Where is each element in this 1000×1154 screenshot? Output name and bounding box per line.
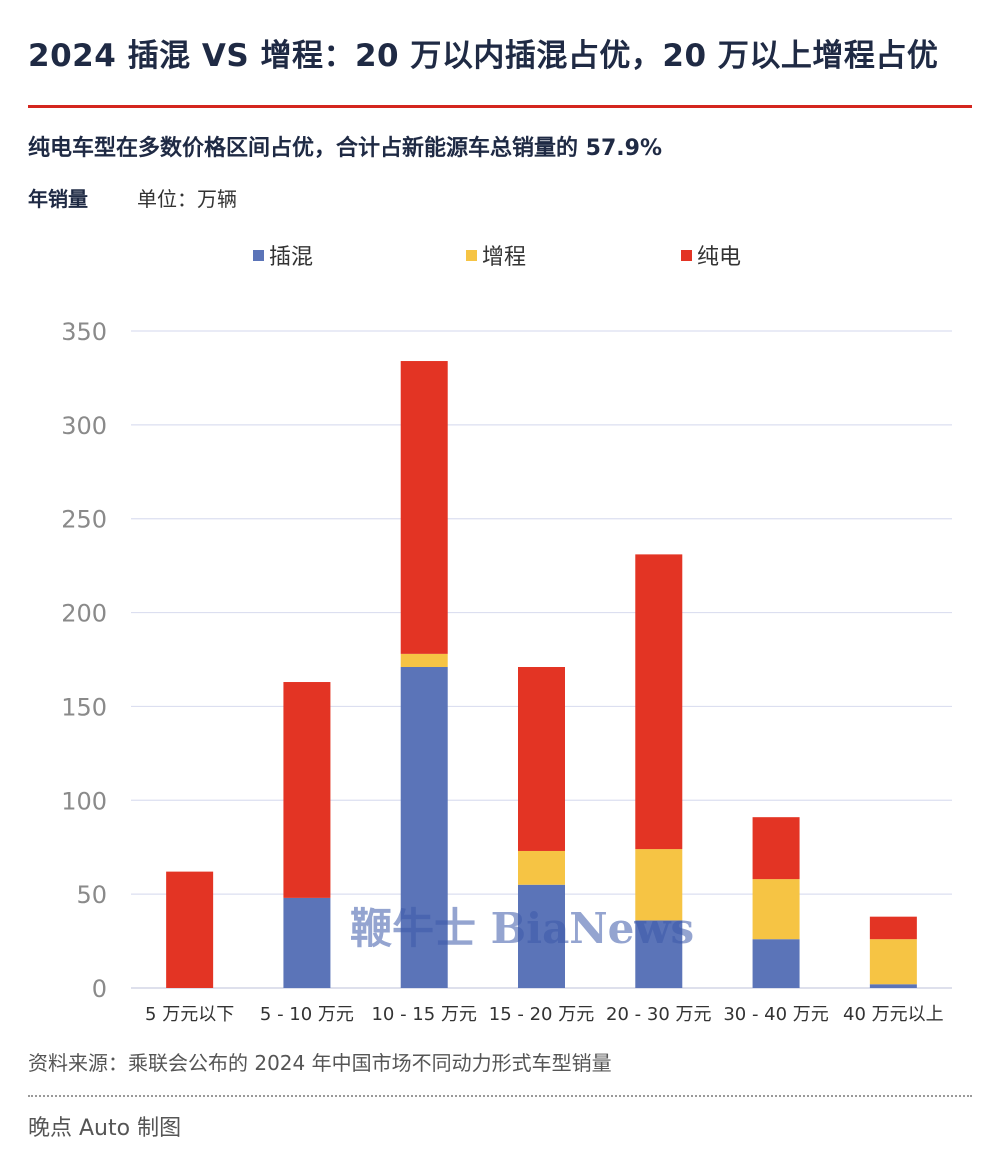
- bar-segment-phev: [635, 920, 683, 988]
- title-divider: [28, 105, 972, 108]
- x-tick-label: 30 - 40 万元: [723, 1004, 828, 1025]
- bar-segment-erev: [869, 939, 917, 985]
- y-tick-label: 200: [61, 600, 107, 628]
- x-tick-label: 5 万元以下: [145, 1004, 234, 1025]
- y-tick-label: 100: [61, 787, 107, 815]
- legend-label: 增程: [482, 245, 526, 270]
- x-tick-label: 15 - 20 万元: [489, 1004, 594, 1025]
- y-tick-label: 50: [76, 881, 107, 909]
- y-tick-label: 300: [61, 412, 107, 440]
- y-tick-label: 150: [61, 693, 107, 721]
- x-tick-label: 40 万元以上: [843, 1004, 944, 1025]
- bar-segment-bev: [166, 871, 214, 988]
- x-tick-label: 10 - 15 万元: [371, 1004, 476, 1025]
- watermark-text: 鞭牛士 BiaNews: [350, 904, 695, 953]
- bar-segment-bev: [752, 817, 800, 880]
- legend-swatch: [681, 250, 692, 261]
- y-tick-label: 0: [92, 975, 107, 1003]
- bar-segment-phev: [518, 884, 565, 988]
- bar-segment-bev: [518, 667, 565, 851]
- bar-segment-erev: [518, 850, 565, 885]
- legend-label: 插混: [269, 245, 313, 270]
- legend-label: 纯电: [697, 245, 741, 270]
- bar-segment-bev: [635, 554, 683, 850]
- bar-segment-bev: [869, 916, 917, 940]
- y-tick-label: 350: [61, 318, 107, 346]
- dotted-divider: [28, 1095, 972, 1097]
- y-tick-label: 250: [61, 506, 107, 534]
- bar-segment-phev: [752, 939, 800, 988]
- bar-segment-erev: [400, 653, 448, 668]
- source-note: 资料来源：乘联会公布的 2024 年中国市场不同动力形式车型销量: [28, 1051, 612, 1075]
- bar-segment-phev: [400, 667, 448, 988]
- chart-subtitle: 纯电车型在多数价格区间占优，合计占新能源车总销量的 57.9%: [28, 136, 662, 161]
- legend-swatch: [253, 250, 264, 261]
- bar-segment-erev: [635, 849, 683, 921]
- bar-segment-phev: [283, 897, 331, 988]
- y-axis-label: 年销量: [28, 187, 88, 211]
- bar-segment-phev: [869, 984, 917, 988]
- stacked-bar-chart: 0 50 100 150 200 250 300 350 5 万元以下 5 - 10 万元 10 -…: [61, 245, 952, 1025]
- x-tick-label: 20 - 30 万元: [606, 1004, 711, 1025]
- legend-swatch: [466, 250, 477, 261]
- bar-segment-bev: [400, 361, 448, 654]
- credit-note: 晚点 Auto 制图: [28, 1116, 182, 1141]
- bar-segment-erev: [752, 879, 800, 940]
- chart-title: 2024 插混 VS 增程：20 万以内插混占优，20 万以上增程占优: [28, 38, 939, 74]
- x-tick-label: 5 - 10 万元: [260, 1004, 354, 1025]
- unit-label: 单位：万辆: [137, 187, 237, 211]
- bar-segment-bev: [283, 682, 331, 898]
